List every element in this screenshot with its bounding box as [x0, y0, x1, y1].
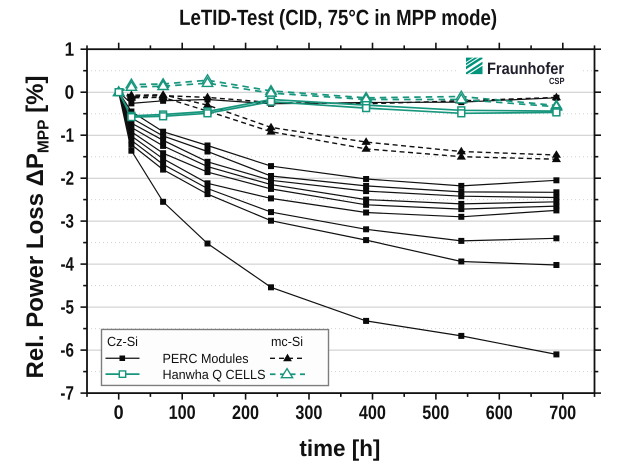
svg-text:1: 1 [65, 39, 75, 61]
svg-text:0: 0 [114, 402, 124, 424]
svg-text:400: 400 [359, 402, 386, 424]
svg-text:mc-Si: mc-Si [271, 334, 303, 349]
svg-text:600: 600 [486, 402, 513, 424]
svg-text:-6: -6 [60, 340, 74, 362]
svg-text:-7: -7 [60, 383, 74, 405]
svg-text:-5: -5 [60, 297, 74, 319]
svg-text:-4: -4 [60, 254, 74, 276]
svg-text:-3: -3 [60, 211, 74, 233]
svg-text:CSP: CSP [549, 76, 565, 86]
svg-text:300: 300 [295, 402, 322, 424]
svg-text:-2: -2 [61, 168, 75, 190]
svg-text:100: 100 [169, 402, 196, 424]
svg-text:Hanwha Q CELLS: Hanwha Q CELLS [162, 367, 265, 382]
svg-text:Cz-Si: Cz-Si [107, 334, 138, 349]
svg-text:-1: -1 [61, 125, 75, 147]
svg-text:PERC Modules: PERC Modules [162, 351, 248, 366]
svg-text:200: 200 [232, 402, 259, 424]
svg-text:700: 700 [549, 402, 576, 424]
svg-text:500: 500 [422, 402, 449, 424]
svg-text:0: 0 [65, 82, 75, 104]
svg-text:LeTID-Test (CID, 75°C in MPP m: LeTID-Test (CID, 75°C in MPP mode) [179, 5, 497, 30]
svg-text:time [h]: time [h] [299, 435, 380, 461]
